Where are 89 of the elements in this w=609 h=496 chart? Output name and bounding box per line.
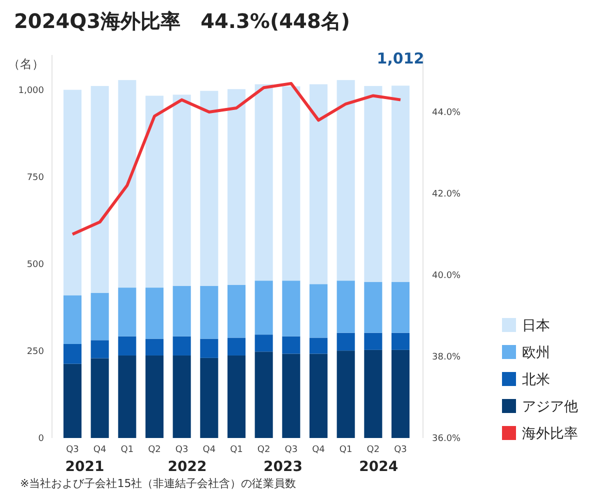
bar	[145, 355, 164, 438]
bar	[254, 84, 273, 281]
y2-tick-label: 40.0%	[432, 271, 462, 282]
text: ※当社および子会社15社（非連結子会社含）の従業員数	[20, 477, 296, 490]
bar	[227, 338, 246, 356]
bar	[90, 86, 109, 293]
x-tick-label: Q4	[93, 445, 106, 455]
bar	[200, 338, 218, 358]
bar	[309, 284, 328, 338]
x-tick-label: Q2	[257, 445, 270, 455]
bar	[336, 280, 355, 333]
x-tick-label: Q3	[66, 445, 79, 455]
bar	[364, 86, 382, 282]
bar	[336, 350, 355, 438]
bar	[309, 338, 328, 354]
bar	[200, 358, 218, 438]
bar	[200, 90, 218, 286]
bar	[309, 354, 328, 438]
legend-label: 北米	[522, 372, 550, 388]
y-tick-label: 1,000	[18, 86, 44, 96]
bar	[336, 332, 355, 351]
bar	[118, 355, 136, 438]
line-series	[70, 82, 402, 236]
bar	[364, 282, 382, 333]
text: 2023	[263, 459, 302, 475]
legend-label: 日本	[522, 318, 550, 334]
text: 2021	[65, 459, 104, 475]
bar	[309, 84, 328, 284]
bar	[172, 336, 191, 356]
bar	[254, 352, 273, 438]
x-tick-label: Q2	[148, 445, 161, 455]
bar	[227, 284, 246, 338]
bar	[254, 280, 273, 335]
legend-label: 海外比率	[522, 426, 578, 442]
x-tick-label: Q2	[366, 445, 380, 455]
bar	[90, 358, 109, 438]
bar	[391, 332, 410, 350]
total-label: 1,012	[376, 50, 424, 68]
bar	[336, 80, 355, 281]
y-tick-label: 500	[26, 260, 44, 270]
bar	[227, 355, 246, 438]
bar	[172, 286, 191, 336]
x-tick-label: Q3	[175, 445, 188, 455]
bar	[364, 332, 382, 350]
bar	[282, 280, 300, 336]
x-tick-label: Q1	[339, 445, 352, 455]
y2-tick-label: 38.0%	[432, 352, 462, 363]
x-tick-label: Q1	[230, 445, 243, 455]
x-tick-label: Q3	[394, 445, 407, 455]
bar	[90, 292, 109, 340]
text: 2024	[359, 459, 398, 475]
bar	[282, 86, 300, 281]
bar	[391, 282, 410, 333]
bar	[63, 90, 82, 296]
bar	[391, 350, 410, 438]
bar	[391, 86, 410, 282]
x-tick-label: Q1	[120, 445, 134, 455]
bar	[364, 350, 382, 438]
bar	[145, 288, 164, 339]
bar	[63, 364, 82, 438]
bar	[145, 338, 164, 356]
bar	[63, 295, 82, 344]
x-tick-label: Q3	[284, 445, 298, 455]
y-tick-label: 0	[38, 434, 44, 444]
bar	[145, 96, 164, 288]
y2-tick-label: 36.0%	[432, 434, 462, 444]
bar	[172, 355, 191, 438]
bar	[200, 286, 218, 339]
bar	[118, 288, 136, 336]
legend-label: アジア他	[522, 399, 578, 415]
bar	[254, 334, 273, 352]
bar	[90, 340, 109, 358]
text: 2022	[168, 459, 207, 475]
x-tick-label: Q4	[312, 445, 326, 455]
bar	[118, 336, 136, 356]
legend-label: 欧州	[522, 345, 550, 361]
bar	[282, 336, 300, 354]
bar	[282, 354, 300, 438]
bar	[118, 80, 136, 288]
y-tick-label: 250	[26, 347, 44, 358]
bar	[63, 344, 82, 364]
chart-title: 2024Q3海外比率 44.3%(448名)	[14, 9, 350, 33]
x-tick-label: Q4	[202, 445, 216, 455]
y2-tick-label: 44.0%	[432, 108, 462, 118]
y-tick-label: 750	[26, 173, 44, 184]
y-axis-title: （名）	[8, 57, 44, 71]
bar	[227, 89, 246, 285]
y2-tick-label: 42.0%	[432, 190, 462, 200]
bar	[172, 94, 191, 286]
